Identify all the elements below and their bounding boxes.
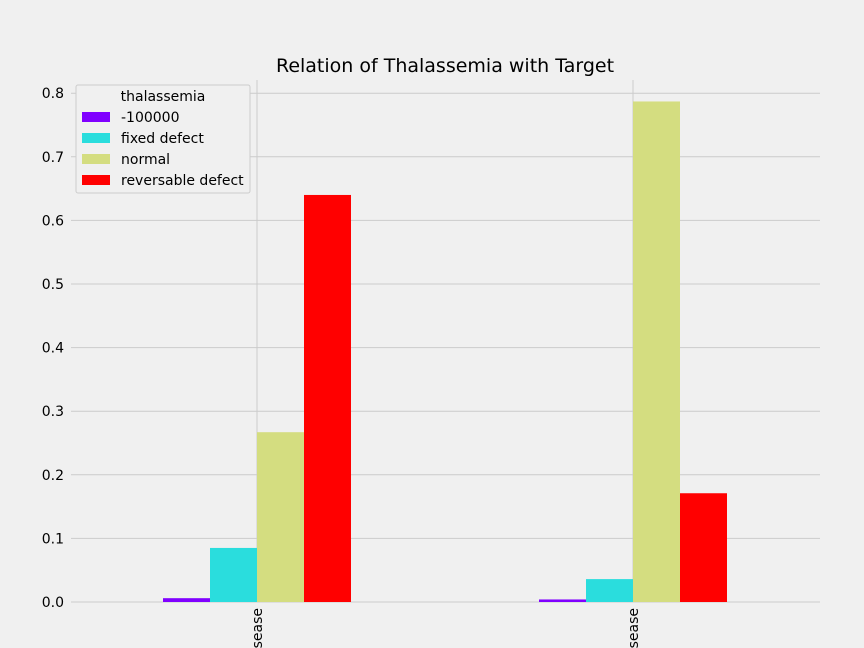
legend-label: reversable defect <box>121 173 244 189</box>
y-tick-label: 0.1 <box>42 531 64 547</box>
bar <box>586 579 633 602</box>
legend-box <box>75 84 251 194</box>
x-tick-label: sease <box>626 608 642 648</box>
x-tick-label: sease <box>250 608 266 648</box>
bar <box>539 599 586 602</box>
chart-title: Relation of Thalassemia with Target <box>276 55 614 77</box>
bar <box>163 598 210 602</box>
y-tick-label: 0.3 <box>42 404 64 420</box>
y-tick-label: 0.0 <box>42 595 64 611</box>
bar <box>257 432 304 602</box>
legend-swatch <box>82 112 110 122</box>
legend-title: thalassemia <box>121 89 206 105</box>
bar <box>304 194 351 602</box>
bar <box>633 101 680 602</box>
y-tick-label: 0.2 <box>42 468 64 484</box>
bars <box>163 101 727 602</box>
legend-label: fixed defect <box>121 131 204 147</box>
y-tick-label: 0.8 <box>42 86 64 102</box>
legend-swatch <box>82 133 110 143</box>
y-tick-label: 0.7 <box>42 150 64 166</box>
bar <box>210 547 257 602</box>
legend-label: normal <box>121 152 170 168</box>
y-tick-label: 0.6 <box>42 213 64 229</box>
legend-swatch <box>82 175 110 185</box>
legend-swatch <box>82 154 110 164</box>
y-tick-label: 0.4 <box>42 341 64 357</box>
x-axis-ticks: sease sease <box>250 608 642 648</box>
legend: thalassemia -100000 fixed defect normal rev… <box>75 84 251 194</box>
y-tick-label: 0.5 <box>42 277 64 293</box>
legend-label: -100000 <box>121 110 180 126</box>
y-axis-ticks: 0.0 0.1 0.2 0.3 0.4 0.5 0.6 0.7 0.8 <box>42 86 64 611</box>
bar <box>680 493 727 602</box>
